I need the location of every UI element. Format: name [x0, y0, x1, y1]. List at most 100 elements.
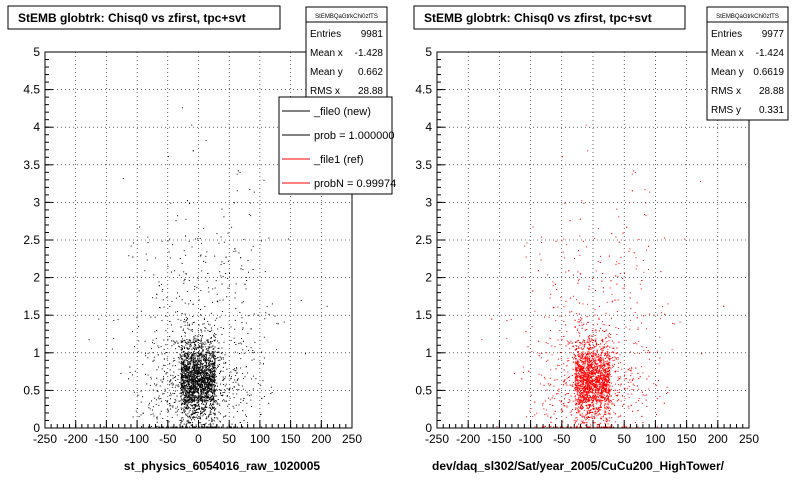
scatter-point — [579, 385, 581, 386]
scatter-point — [195, 377, 197, 378]
scatter-point — [197, 417, 199, 419]
scatter-point — [628, 397, 630, 399]
scatter-point — [212, 288, 214, 290]
scatter-point — [192, 377, 194, 379]
scatter-point — [185, 375, 187, 377]
scatter-point — [199, 378, 201, 380]
scatter-point — [197, 363, 199, 365]
scatter-point — [234, 368, 235, 370]
scatter-point — [622, 287, 624, 289]
scatter-point — [217, 328, 219, 330]
scatter-point — [217, 385, 218, 387]
scatter-point — [188, 339, 190, 341]
scatter-point — [181, 408, 182, 410]
scatter-point — [203, 378, 205, 379]
scatter-point — [192, 354, 194, 356]
scatter-point — [599, 392, 601, 394]
scatter-point — [602, 358, 604, 360]
scatter-point — [194, 390, 196, 392]
scatter-point — [208, 384, 210, 386]
scatter-point — [182, 425, 184, 427]
scatter-point — [210, 383, 212, 385]
scatter-point — [192, 316, 194, 317]
scatter-point — [214, 370, 216, 372]
scatter-point — [506, 320, 508, 321]
scatter-point — [186, 353, 188, 355]
scatter-point — [223, 378, 225, 380]
scatter-point — [206, 376, 208, 378]
scatter-point — [607, 399, 609, 401]
scatter-point — [190, 345, 192, 347]
scatter-point — [604, 379, 606, 381]
scatter-point — [180, 362, 182, 364]
scatter-point — [213, 426, 215, 428]
scatter-point — [206, 426, 208, 428]
scatter-point — [189, 409, 191, 411]
scatter-point — [156, 416, 158, 418]
scatter-point — [564, 379, 566, 381]
scatter-point — [200, 397, 202, 399]
scatter-point — [169, 363, 171, 365]
scatter-point — [593, 407, 595, 409]
scatter-point — [200, 329, 202, 331]
scatter-point — [189, 365, 191, 367]
scatter-point — [145, 355, 147, 357]
scatter-point — [203, 370, 204, 372]
scatter-point — [196, 376, 198, 378]
scatter-point — [208, 349, 210, 351]
scatter-point — [191, 124, 193, 126]
scatter-point — [213, 397, 215, 399]
scatter-point — [148, 426, 150, 428]
scatter-point — [167, 338, 169, 340]
scatter-point — [185, 370, 187, 372]
scatter-point — [209, 386, 211, 388]
scatter-point — [193, 382, 195, 384]
scatter-point — [608, 379, 610, 381]
scatter-point — [185, 395, 187, 397]
scatter-point — [196, 391, 198, 393]
scatter-point — [203, 380, 204, 382]
scatter-point — [172, 330, 174, 332]
scatter-point — [226, 426, 228, 428]
scatter-point — [210, 368, 212, 370]
scatter-point — [158, 395, 160, 397]
scatter-point — [586, 366, 588, 368]
scatter-point — [206, 418, 208, 420]
scatter-point — [600, 422, 602, 424]
scatter-point — [557, 306, 559, 308]
scatter-point — [201, 371, 203, 372]
scatter-point — [213, 376, 215, 378]
scatter-point — [201, 353, 203, 355]
scatter-point — [215, 389, 217, 391]
scatter-point — [204, 359, 206, 361]
scatter-point — [192, 384, 194, 386]
scatter-point — [233, 426, 235, 428]
scatter-point — [147, 374, 149, 376]
scatter-point — [183, 356, 185, 358]
scatter-point — [569, 411, 571, 413]
scatter-point — [140, 310, 142, 312]
scatter-point — [192, 371, 194, 373]
scatter-point — [184, 318, 185, 320]
scatter-point — [202, 411, 204, 413]
x-tick-label: -200 — [456, 432, 480, 446]
scatter-point — [208, 387, 210, 388]
scatter-point — [189, 376, 190, 378]
scatter-point — [198, 397, 200, 399]
scatter-point — [263, 396, 265, 397]
scatter-point — [200, 385, 202, 387]
scatter-point — [203, 410, 205, 412]
scatter-point — [211, 420, 212, 422]
y-tick-label: 0.5 — [415, 383, 432, 397]
scatter-point — [585, 387, 587, 388]
scatter-point — [214, 335, 216, 337]
scatter-point — [194, 410, 195, 412]
scatter-point — [212, 345, 214, 347]
scatter-point — [210, 352, 212, 354]
scatter-point — [190, 398, 192, 400]
scatter-point — [197, 382, 199, 384]
scatter-point — [203, 407, 205, 409]
scatter-point — [191, 357, 193, 359]
scatter-point — [208, 390, 210, 392]
scatter-point — [202, 356, 204, 358]
